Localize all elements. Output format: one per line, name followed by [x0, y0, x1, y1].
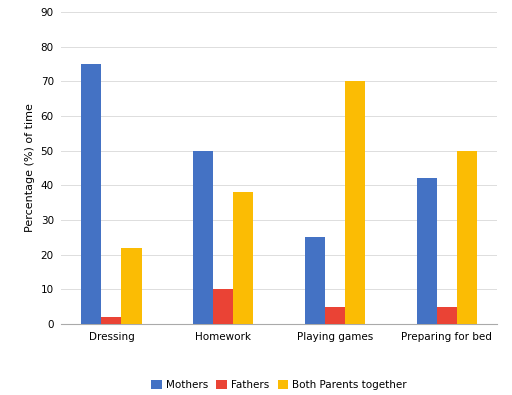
Bar — [213, 289, 233, 324]
Bar — [193, 150, 213, 324]
Bar — [121, 248, 142, 324]
Bar — [81, 64, 101, 324]
Bar — [416, 178, 437, 324]
Y-axis label: Percentage (%) of time: Percentage (%) of time — [25, 103, 35, 232]
Bar — [325, 307, 345, 324]
Bar — [345, 81, 365, 324]
Legend: Mothers, Fathers, Both Parents together: Mothers, Fathers, Both Parents together — [147, 376, 411, 394]
Bar — [305, 237, 325, 324]
Bar — [437, 307, 457, 324]
Bar — [101, 317, 121, 324]
Bar — [457, 150, 477, 324]
Bar — [233, 192, 253, 324]
